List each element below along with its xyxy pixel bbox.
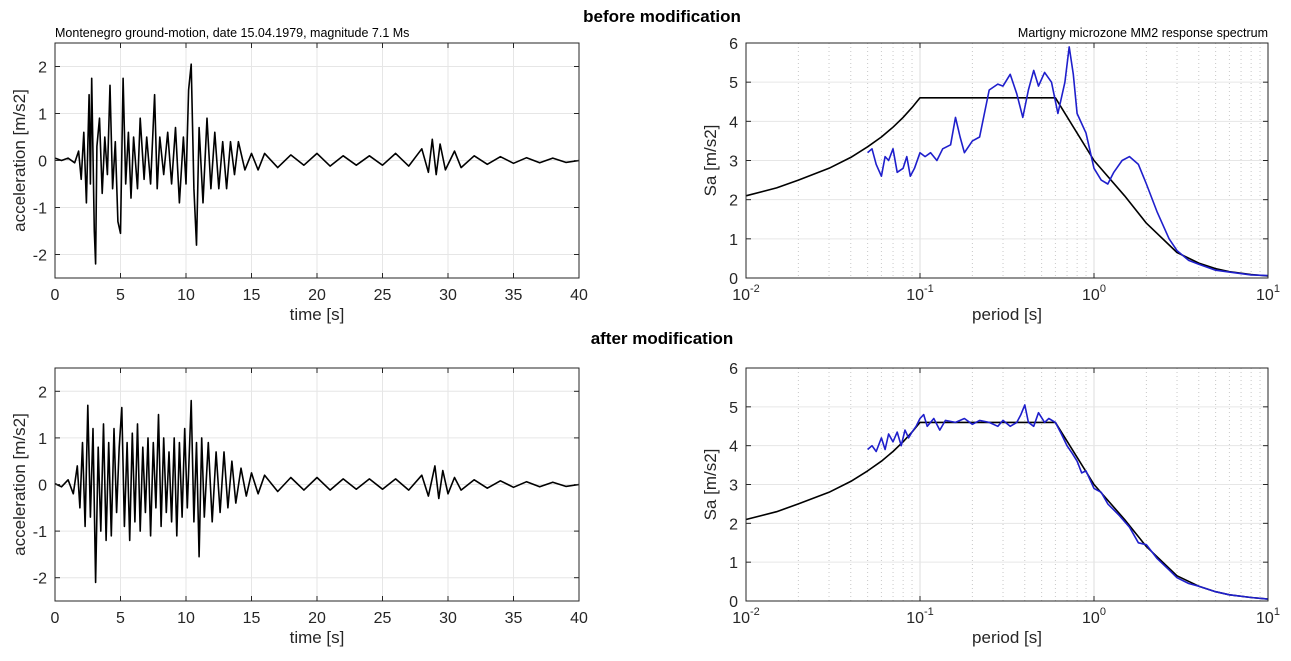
chart-title: Montenegro ground-motion, date 15.04.197… xyxy=(55,26,409,40)
x-tick-label: 35 xyxy=(505,610,523,627)
section-title-after: after modification xyxy=(591,329,734,348)
y-tick-label: 0 xyxy=(38,478,47,495)
y-tick-label: 4 xyxy=(729,439,738,456)
x-tick-label: 10-1 xyxy=(906,283,934,304)
y-tick-label: -1 xyxy=(33,524,47,541)
y-tick-label: 5 xyxy=(729,75,738,92)
y-axis-label: Sa [m/s2] xyxy=(701,449,720,521)
x-tick-label: 10 xyxy=(177,610,195,627)
y-tick-label: 1 xyxy=(729,232,738,249)
y-tick-label: 5 xyxy=(729,400,738,417)
series-line-0 xyxy=(745,97,1269,277)
y-tick-label: -2 xyxy=(33,248,47,265)
x-tick-label: 10-2 xyxy=(732,606,760,627)
x-axis-label: time [s] xyxy=(290,305,345,324)
x-axis-label: period [s] xyxy=(972,628,1042,647)
y-tick-label: 2 xyxy=(729,193,738,210)
x-tick-label: 5 xyxy=(116,610,125,627)
x-tick-label: 0 xyxy=(51,287,60,304)
y-tick-label: 2 xyxy=(38,384,47,401)
x-tick-label: 30 xyxy=(439,287,457,304)
x-tick-label: 20 xyxy=(308,287,326,304)
series-line-0 xyxy=(54,399,580,584)
accel-after-panel: 0 5 10 15 20 25 30 35 40 -2 -1 0 1 2 time [s] accelerat… xyxy=(10,367,588,647)
y-tick-label: 3 xyxy=(729,478,738,495)
x-tick-label: 15 xyxy=(243,610,261,627)
y-tick-label: -1 xyxy=(33,201,47,218)
x-tick-label: 40 xyxy=(570,610,588,627)
x-tick-label: 40 xyxy=(570,287,588,304)
y-tick-label: 0 xyxy=(38,154,47,171)
y-axis-label: acceleration [m/s2] xyxy=(10,89,29,232)
x-tick-label: 0 xyxy=(51,610,60,627)
x-tick-label: 10 xyxy=(177,287,195,304)
y-tick-label: 2 xyxy=(38,60,47,77)
section-title-before: before modification xyxy=(583,7,741,26)
y-tick-label: 4 xyxy=(729,114,738,131)
y-tick-label: 3 xyxy=(729,154,738,171)
x-tick-label: 100 xyxy=(1082,606,1106,627)
y-axis-label: Sa [m/s2] xyxy=(701,125,720,197)
x-tick-label: 25 xyxy=(374,610,392,627)
y-tick-label: 2 xyxy=(729,516,738,533)
x-tick-label: 20 xyxy=(308,610,326,627)
y-tick-label: 6 xyxy=(729,36,738,53)
x-tick-label: 10-1 xyxy=(906,606,934,627)
chart-title: Martigny microzone MM2 response spectrum xyxy=(1018,26,1268,40)
x-tick-label: 35 xyxy=(505,287,523,304)
x-tick-label: 25 xyxy=(374,287,392,304)
x-tick-label: 15 xyxy=(243,287,261,304)
x-tick-label: 5 xyxy=(116,287,125,304)
x-tick-label: 30 xyxy=(439,610,457,627)
y-tick-label: 6 xyxy=(729,361,738,378)
series-line-1 xyxy=(867,46,1269,277)
y-tick-label: 0 xyxy=(729,271,738,288)
y-tick-label: 0 xyxy=(729,594,738,611)
y-tick-label: 1 xyxy=(38,107,47,124)
x-tick-label: 101 xyxy=(1256,283,1280,304)
accel-before-panel: 0 5 10 15 20 25 30 35 40 -2 -1 0 1 2 time [s] accelerat… xyxy=(10,26,588,324)
x-axis-label: period [s] xyxy=(972,305,1042,324)
y-axis-label: acceleration [m/s2] xyxy=(10,413,29,556)
x-tick-label: 101 xyxy=(1256,606,1280,627)
x-tick-label: 10-2 xyxy=(732,283,760,304)
series-line-0 xyxy=(54,63,580,265)
series-line-1 xyxy=(867,404,1269,600)
x-axis-label: time [s] xyxy=(290,628,345,647)
x-tick-label: 100 xyxy=(1082,283,1106,304)
y-tick-label: 1 xyxy=(38,431,47,448)
y-tick-label: 1 xyxy=(729,555,738,572)
y-tick-label: -2 xyxy=(33,571,47,588)
